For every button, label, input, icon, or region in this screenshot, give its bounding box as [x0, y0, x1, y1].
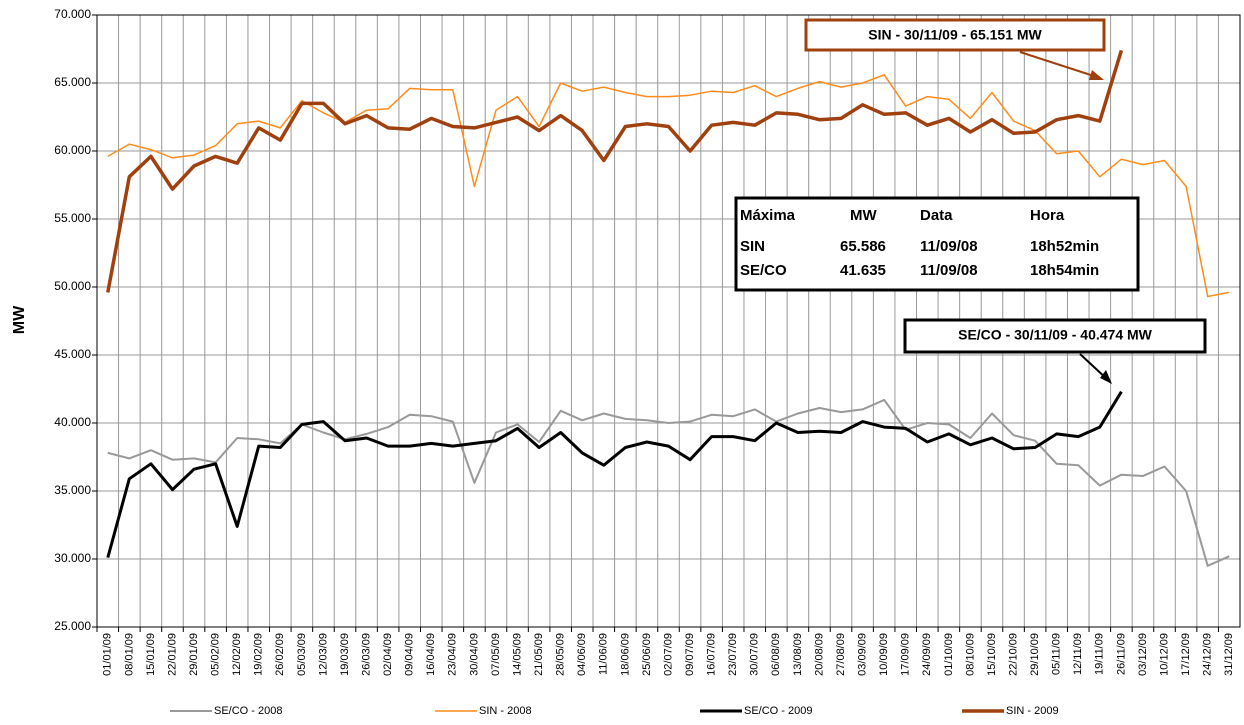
x-tick-label: 03/12/09: [1137, 633, 1149, 676]
table-cell: SE/CO: [740, 262, 787, 279]
x-tick-label: 10/09/09: [878, 633, 890, 676]
plot-frame: [96, 14, 1241, 628]
x-tick-label: 02/07/09: [662, 633, 674, 676]
y-tick-label: 25.000: [54, 619, 91, 633]
y-tick-label: 65.000: [54, 75, 91, 89]
x-tick-label: 07/05/09: [490, 633, 502, 676]
table-cell: SIN: [740, 238, 765, 255]
y-tick-label: 60.000: [54, 143, 91, 157]
y-tick-label: 30.000: [54, 551, 91, 565]
x-tick-label: 06/08/09: [770, 633, 782, 676]
annotation-box: [903, 318, 1207, 354]
x-tick-label: 12/02/09: [231, 633, 243, 676]
table-header: Hora: [1030, 207, 1065, 224]
x-tick-label: 05/11/09: [1051, 633, 1063, 675]
y-tick-label: 70.000: [54, 7, 91, 21]
x-tick-label: 24/12/09: [1202, 633, 1214, 676]
series-line: [106, 49, 1124, 293]
table-header: MW: [850, 207, 877, 224]
x-tick-label: 22/10/09: [1007, 633, 1019, 676]
table-header: Data: [920, 207, 953, 224]
x-tick-label: 22/01/09: [166, 633, 178, 676]
annotation: SIN - 30/11/09 - 65.151 MW: [868, 27, 1042, 43]
x-tick-label: 02/04/09: [382, 633, 394, 676]
y-tick-label: 45.000: [54, 347, 91, 361]
x-tick-label: 08/01/09: [123, 633, 135, 676]
x-tick-label: 30/07/09: [749, 633, 761, 676]
x-tick-label: 19/02/09: [253, 633, 265, 676]
series-line: [106, 390, 1123, 558]
x-tick-label: 19/03/09: [339, 633, 351, 676]
x-tick-label: 23/07/09: [727, 633, 739, 676]
annotation: SE/CO - 30/11/09 - 40.474 MW: [958, 327, 1153, 343]
x-tick-label: 26/02/09: [274, 633, 286, 676]
table-cell: 18h54min: [1030, 262, 1099, 279]
x-tick-label: 29/01/09: [188, 633, 200, 676]
x-tick-label: 26/11/09: [1115, 633, 1127, 675]
x-tick-label: 29/10/09: [1029, 633, 1041, 676]
y-axis-label: MW: [11, 305, 28, 334]
table-cell: 11/09/08: [920, 262, 978, 279]
y-tick-label: 50.000: [54, 279, 91, 293]
x-tick-label: 11/06/09: [598, 633, 610, 675]
x-tick-label: 08/10/09: [964, 633, 976, 676]
annotation-box: [804, 18, 1106, 52]
x-tick-label: 05/02/09: [210, 633, 222, 676]
legend-label: SE/CO - 2008: [214, 705, 282, 717]
y-tick-label: 55.000: [54, 211, 91, 225]
table-cell: 65.586: [840, 238, 886, 255]
x-tick-label: 31/12/09: [1223, 633, 1235, 676]
x-tick-label: 15/10/09: [986, 633, 998, 676]
x-tick-label: 05/03/09: [296, 633, 308, 676]
x-tick-label: 30/04/09: [468, 633, 480, 676]
table-cell: 18h52min: [1030, 238, 1099, 255]
x-tick-label: 16/07/09: [706, 633, 718, 676]
x-tick-label: 12/11/09: [1072, 633, 1084, 675]
series-line: [107, 74, 1230, 298]
legend-label: SE/CO - 2009: [744, 705, 812, 717]
x-tick-label: 18/06/09: [619, 633, 631, 676]
x-tick-label: 28/05/09: [555, 633, 567, 676]
arrow-head: [1100, 370, 1112, 384]
annotation-arrow: [1019, 51, 1101, 79]
table-header: Máxima: [740, 207, 796, 224]
x-tick-label: 09/04/09: [404, 633, 416, 676]
x-tick-label: 04/06/09: [576, 633, 588, 676]
table-cell: 41.635: [840, 262, 886, 279]
legend-label: SIN - 2008: [479, 705, 532, 717]
x-tick-label: 25/06/09: [641, 633, 653, 676]
x-tick-label: 26/03/09: [360, 633, 372, 676]
arrow-head: [1089, 70, 1104, 80]
x-tick-label: 21/05/09: [533, 633, 545, 676]
info-table-box: [734, 196, 1140, 292]
x-tick-label: 03/09/09: [857, 633, 869, 676]
x-tick-label: 15/01/09: [145, 633, 157, 676]
x-tick-label: 12/03/09: [317, 633, 329, 676]
x-tick-label: 13/08/09: [792, 633, 804, 676]
x-tick-label: 16/04/09: [425, 633, 437, 676]
x-tick-label: 01/01/09: [102, 633, 114, 676]
y-tick-label: 35.000: [54, 483, 91, 497]
x-tick-label: 09/07/09: [684, 633, 696, 676]
x-tick-label: 24/09/09: [921, 633, 933, 676]
x-tick-label: 20/08/09: [813, 633, 825, 676]
y-tick-label: 40.000: [54, 415, 91, 429]
x-tick-label: 14/05/09: [511, 633, 523, 676]
x-tick-label: 19/11/09: [1094, 633, 1106, 675]
x-tick-label: 17/12/09: [1180, 633, 1192, 676]
x-tick-label: 17/09/09: [900, 633, 912, 676]
legend-label: SIN - 2009: [1006, 705, 1059, 717]
x-tick-label: 10/12/09: [1158, 633, 1170, 676]
x-tick-label: 23/04/09: [447, 633, 459, 676]
x-tick-label: 27/08/09: [835, 633, 847, 676]
x-tick-label: 01/10/09: [943, 633, 955, 676]
table-cell: 11/09/08: [920, 238, 978, 255]
